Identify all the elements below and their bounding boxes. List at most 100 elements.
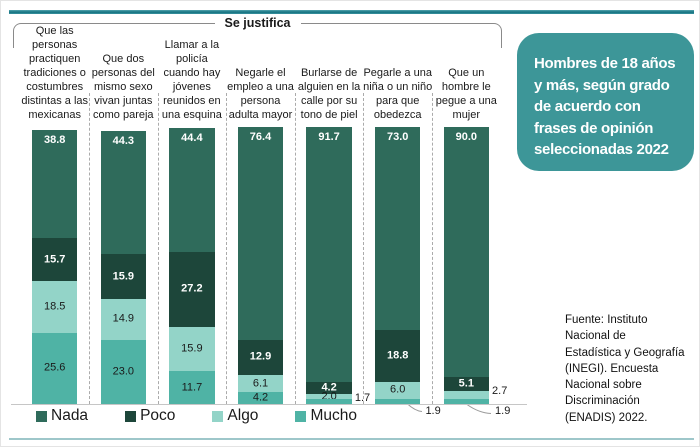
bar-segment-mucho: 25.6 [31, 332, 78, 404]
value-label: 15.9 [181, 342, 203, 355]
value-label: 14.9 [112, 312, 134, 325]
value-label: 6.1 [252, 377, 269, 390]
stacked-bar: 73.0 18.8 6.0 [374, 126, 421, 404]
top-divider-rule [9, 10, 694, 14]
bar-segment-poco: 15.9 [100, 254, 147, 299]
legend-item-algo: Algo [212, 407, 258, 425]
category-label: Pegarle a una niña o un niño para que ob… [363, 67, 433, 121]
bar-segment-mucho: 4.2 [237, 391, 284, 404]
legend-item-poco: Poco [125, 407, 175, 425]
stacked-bar: 76.4 12.9 6.1 4.2 [237, 127, 284, 404]
stacked-bar: 91.7 4.2 2.0 [306, 127, 352, 404]
value-label: 18.5 [43, 300, 66, 313]
legend-swatch-icon [295, 410, 307, 422]
value-label: 15.9 [112, 270, 134, 283]
value-label: 2.0 [321, 390, 337, 402]
value-label: 76.4 [249, 131, 272, 144]
category-label: Que un hombre le pegue a una mujer [435, 67, 497, 121]
bar-segment-poco: 27.2 [169, 251, 215, 328]
column-separator [89, 93, 90, 404]
bar-segment-mucho [374, 398, 421, 404]
stacked-bar: 90.0 5.1 [443, 126, 490, 404]
value-label: 15.7 [43, 253, 66, 266]
value-label: 11.7 [181, 381, 203, 394]
column-separator [432, 93, 433, 404]
callout-value-label: 1.9 [425, 405, 441, 417]
value-label: 44.3 [112, 135, 134, 148]
source-note: Fuente: Instituto Nacional de Estadístic… [565, 314, 685, 424]
leader-line-hombre-mucho [466, 404, 492, 414]
value-label: 73.0 [386, 130, 409, 143]
category-label: Llamar a la policía cuando hay jóvenes r… [161, 39, 222, 121]
bar-segment-nada: 44.3 [100, 131, 147, 255]
bar-segment-mucho [306, 399, 352, 404]
bar-segment-mucho [443, 398, 490, 404]
bar-segment-algo: 6.1 [237, 375, 284, 393]
x-axis-baseline [11, 404, 527, 405]
legend-label: Algo [227, 407, 259, 424]
stacked-bar: 44.3 15.9 14.9 23.0 [100, 131, 147, 404]
callout-value-label: 1.9 [495, 405, 511, 417]
stacked-bar: 44.4 27.2 15.9 11.7 [169, 128, 215, 404]
chart-title: Hombres de 18 años y más, según grado de… [534, 55, 676, 158]
bar-segment-nada: 91.7 [306, 127, 352, 383]
legend-label: Mucho [310, 407, 357, 424]
se-justifica-bracket: Se justifica [13, 15, 502, 48]
category-label: Que las personas practiquen tradiciones … [21, 25, 89, 121]
bar-segment-algo: 15.9 [169, 327, 215, 372]
value-label: 38.8 [43, 133, 66, 146]
legend-swatch-icon [212, 410, 224, 422]
bar-segment-poco: 5.1 [443, 377, 490, 392]
value-label: 18.8 [386, 349, 409, 362]
column-separator [226, 93, 228, 404]
value-label: 25.6 [43, 361, 66, 374]
callout-value-label: 1.7 [354, 392, 371, 405]
legend-item-nada: Nada [36, 407, 88, 425]
chart-legend: Nada Poco Algo Mucho [36, 407, 357, 425]
column-separator [157, 93, 159, 404]
bar-segment-poco: 4.2 [306, 382, 352, 394]
bar-segment-nada: 90.0 [443, 126, 490, 378]
value-label: 27.2 [181, 282, 203, 295]
bar-segment-algo: 2.0 [306, 390, 352, 402]
legend-label: Poco [140, 407, 176, 424]
stacked-bar: 38.8 15.7 18.5 25.6 [31, 129, 78, 404]
bottom-divider-rule [9, 438, 694, 440]
bar-segment-nada: 76.4 [237, 127, 284, 340]
value-label: 6.0 [390, 383, 406, 396]
bar-segment-mucho: 11.7 [169, 371, 215, 404]
bar-segment-poco: 15.7 [31, 237, 78, 282]
bar-segment-nada: 38.8 [31, 129, 78, 238]
bar-segment-algo [443, 391, 490, 399]
bar-segment-algo: 6.0 [374, 382, 421, 399]
legend-swatch-icon [36, 410, 47, 422]
column-separator [363, 93, 365, 404]
bar-segment-algo: 18.5 [31, 281, 78, 333]
value-label: 4.2 [321, 381, 337, 394]
legend-swatch-icon [125, 410, 137, 422]
value-label: 4.2 [252, 391, 269, 404]
bar-segment-poco: 18.8 [374, 329, 421, 383]
chart-title-box: Hombres de 18 años y más, según grado de… [517, 33, 694, 171]
callout-value-label: 2.7 [492, 385, 508, 398]
bar-segment-poco: 12.9 [237, 339, 284, 376]
value-label: 5.1 [458, 377, 474, 390]
value-label: 90.0 [455, 130, 477, 143]
legend-label: Nada [51, 407, 89, 424]
value-label: 12.9 [249, 350, 272, 363]
category-label: Burlarse de alguien en la calle por su t… [297, 67, 361, 121]
value-label: 91.7 [318, 131, 340, 144]
category-label: Que dos personas del mismo sexo vivan ju… [91, 53, 155, 121]
column-separator [294, 93, 296, 404]
bar-segment-algo: 14.9 [100, 298, 147, 341]
legend-item-mucho: Mucho [295, 407, 357, 425]
bar-segment-nada: 44.4 [169, 128, 215, 252]
bracket-label: Se justifica [214, 15, 301, 30]
value-label: 44.4 [181, 132, 203, 145]
bar-segment-nada: 73.0 [374, 126, 421, 330]
value-label: 23.0 [112, 365, 134, 378]
category-label: Negarle el empleo a una persona adulta m… [227, 67, 294, 121]
bar-segment-mucho: 23.0 [100, 340, 147, 404]
